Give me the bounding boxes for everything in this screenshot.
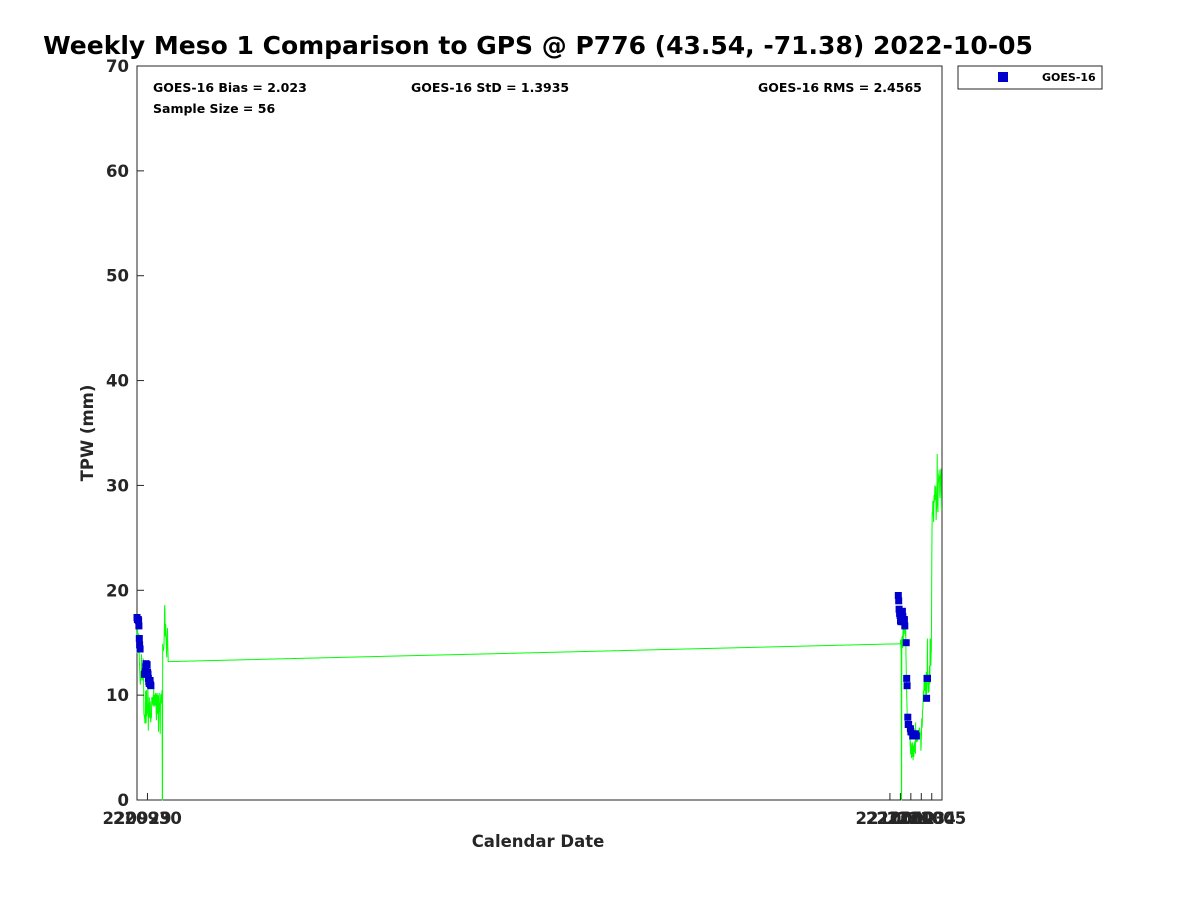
goes-16-point <box>903 682 911 690</box>
goes-16-point <box>903 674 911 682</box>
goes-16-point <box>147 682 155 690</box>
legend-box <box>957 65 1103 90</box>
x-tick-label: 221004 <box>887 809 956 828</box>
std-annotation: GOES-16 StD = 1.3935 <box>411 80 569 95</box>
y-tick-label: 10 <box>106 686 129 705</box>
x-tick-label: 221001 <box>855 809 924 828</box>
x-tick-label: 220930 <box>113 809 182 828</box>
rms-annotation: GOES-16 RMS = 2.4565 <box>758 80 922 95</box>
plot-frame <box>136 65 943 801</box>
y-tick-label: 40 <box>106 372 129 391</box>
goes-16-point <box>902 639 910 647</box>
goes-16-point <box>912 732 920 740</box>
legend-marker-square <box>998 72 1008 82</box>
goes-16-point <box>895 597 903 605</box>
goes-16-point <box>143 661 151 669</box>
y-tick-label: 60 <box>106 162 129 181</box>
x-axis-label: Calendar Date <box>472 832 605 851</box>
y-tick-label: 20 <box>106 581 129 600</box>
y-tick-label: 0 <box>118 791 129 810</box>
goes-16-point <box>905 721 913 728</box>
y-tick-label: 50 <box>106 267 129 286</box>
goes-16-point <box>900 616 908 624</box>
goes-16-point <box>136 641 144 649</box>
goes-16-point <box>898 607 906 615</box>
goes-16-point <box>901 622 909 630</box>
legend-label: GOES-16 <box>1042 71 1096 84</box>
x-tick-label: 220929 <box>103 809 172 828</box>
goes-16-point <box>135 617 143 625</box>
goes-16-point <box>923 694 931 702</box>
x-tick-label: 221003 <box>876 809 945 828</box>
goes-16-point <box>904 713 912 721</box>
y-tick-label: 30 <box>106 476 129 495</box>
goes-16-point <box>136 645 144 653</box>
x-tick-label: 221002 <box>866 809 935 828</box>
stats-annotations: GOES-16 Bias = 2.023 GOES-16 StD = 1.393… <box>153 80 922 116</box>
sample-size-annotation: Sample Size = 56 <box>153 101 275 116</box>
goes-16-point <box>894 592 902 599</box>
goes-16-point <box>135 622 143 630</box>
legend: GOES-16 <box>957 65 1103 90</box>
goes-16-point <box>924 674 931 682</box>
y-tick-label: 70 <box>106 57 129 76</box>
x-tick-label: 221005 <box>897 809 966 828</box>
goes-16-series <box>133 592 931 740</box>
bias-annotation: GOES-16 Bias = 2.023 <box>153 80 307 95</box>
y-axis-label: TPW (mm) <box>78 385 97 482</box>
y-axis-ticks: 0 10 20 30 40 50 60 70 <box>106 57 144 810</box>
chart-title: Weekly Meso 1 Comparison to GPS @ P776 (… <box>43 31 1033 60</box>
goes-16-point <box>135 635 143 642</box>
goes-16-point <box>144 670 152 678</box>
goes-16-point <box>146 677 154 684</box>
